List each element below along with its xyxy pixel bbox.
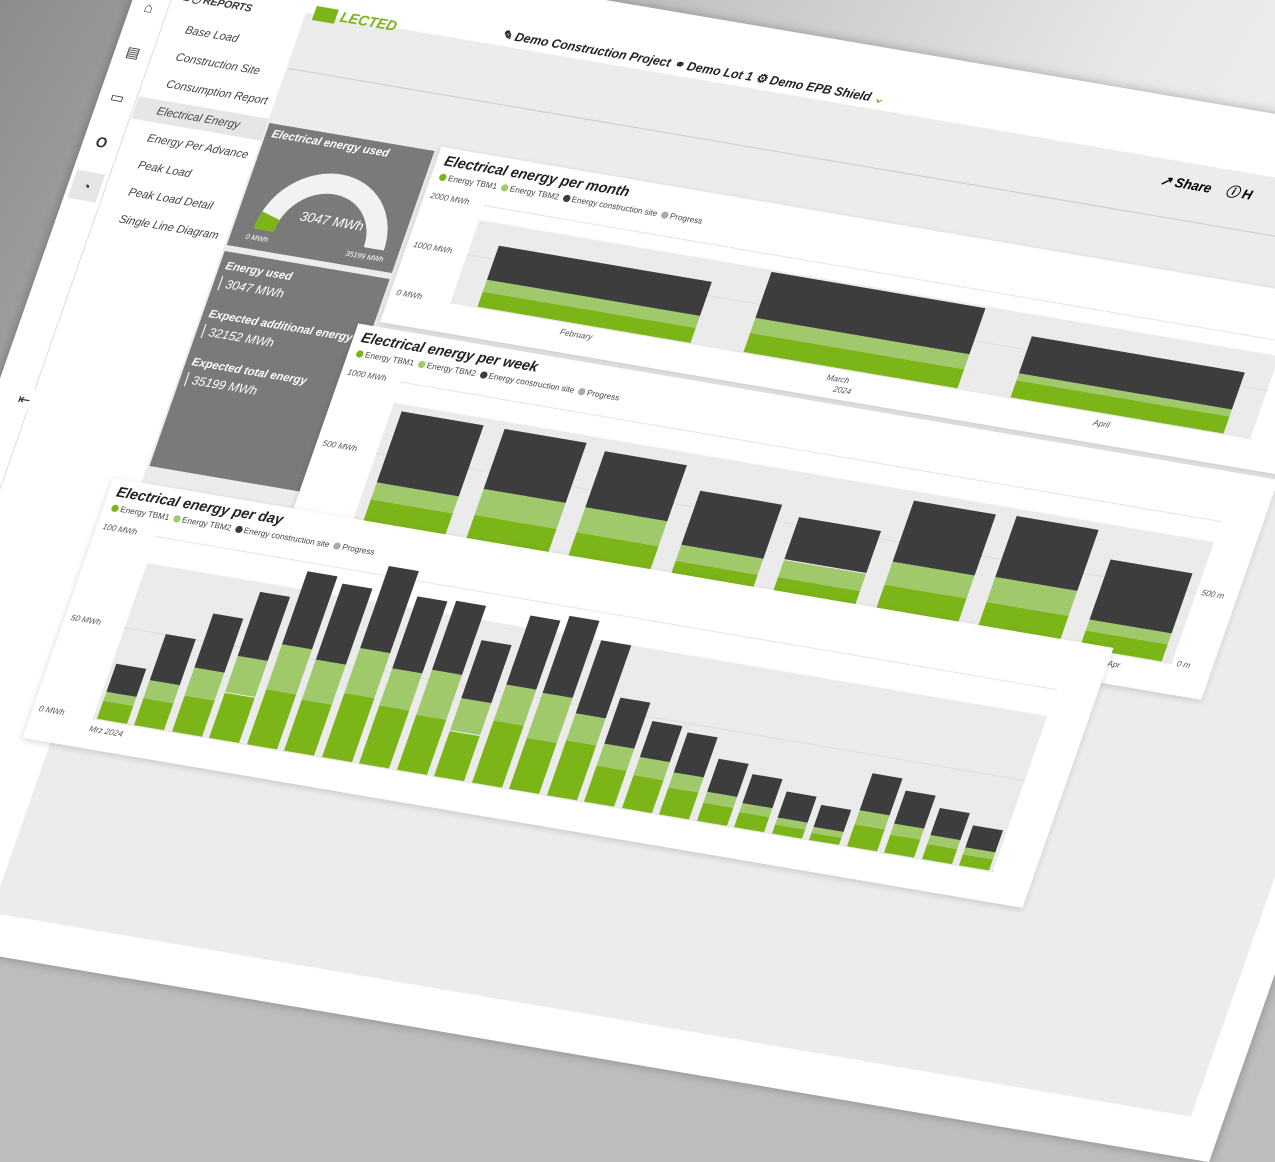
y-tick-label: 0 MWh bbox=[37, 703, 67, 718]
legend-item[interactable]: Progress bbox=[340, 542, 377, 557]
monitor-icon[interactable]: ▭ bbox=[108, 88, 127, 107]
gauge-icon[interactable]: ◔ bbox=[67, 169, 106, 203]
gauge-fill bbox=[253, 211, 280, 233]
help-icon[interactable]: ⓘ bbox=[1223, 183, 1242, 201]
y-tick-label: 100 MWh bbox=[101, 521, 139, 537]
legend-marker bbox=[576, 387, 587, 397]
legend-marker bbox=[332, 542, 342, 551]
y-tick-label: 1000 MWh bbox=[346, 367, 388, 384]
shield-icon: ⚙ bbox=[753, 70, 770, 87]
document-icon[interactable]: ▤ bbox=[123, 43, 143, 62]
ring-icon[interactable]: O bbox=[93, 133, 110, 152]
y-tick-label: 1000 MWh bbox=[412, 239, 454, 255]
legend-item[interactable]: Progress bbox=[668, 211, 704, 226]
legend-item[interactable]: Progress bbox=[585, 388, 621, 403]
legend-marker bbox=[561, 194, 571, 203]
home-icon[interactable]: ⌂ bbox=[141, 0, 157, 16]
legend-marker bbox=[437, 173, 448, 182]
legend-item[interactable]: Energy construction site bbox=[570, 194, 659, 219]
lot-icon: ⚭ bbox=[671, 56, 687, 73]
gauge-card: Electrical energy used 3047 MWh 0 MWh 35… bbox=[226, 123, 435, 274]
gauge-chart bbox=[253, 173, 388, 251]
legend-marker bbox=[233, 525, 244, 534]
x-tick-label: April bbox=[1091, 418, 1112, 430]
y2-tick-label: 0 m bbox=[1175, 658, 1192, 671]
legend-marker bbox=[354, 350, 365, 359]
y-tick-label: 500 MWh bbox=[321, 438, 359, 454]
legend-marker bbox=[499, 184, 510, 193]
legend-marker bbox=[478, 371, 488, 380]
legend-item[interactable]: Energy construction site bbox=[487, 371, 576, 395]
y2-tick-label: 500 m bbox=[1200, 587, 1226, 601]
legend-marker bbox=[659, 211, 670, 220]
x-tick-label: March bbox=[825, 372, 851, 386]
y-tick-label: 50 MWh bbox=[69, 612, 103, 627]
legend-marker bbox=[416, 360, 427, 369]
legend-marker bbox=[110, 504, 120, 513]
x-tick-label: Mrz 2024 bbox=[87, 724, 125, 739]
x-sublabel: 2024 bbox=[831, 384, 853, 397]
gauge-track bbox=[253, 173, 388, 251]
y-tick-label: 0 MWh bbox=[395, 287, 424, 302]
x-tick-label: February bbox=[558, 327, 594, 342]
y-tick-label: 2000 MWh bbox=[429, 190, 471, 207]
legend-marker bbox=[171, 515, 182, 524]
legend-item[interactable]: Energy construction site bbox=[242, 525, 332, 550]
